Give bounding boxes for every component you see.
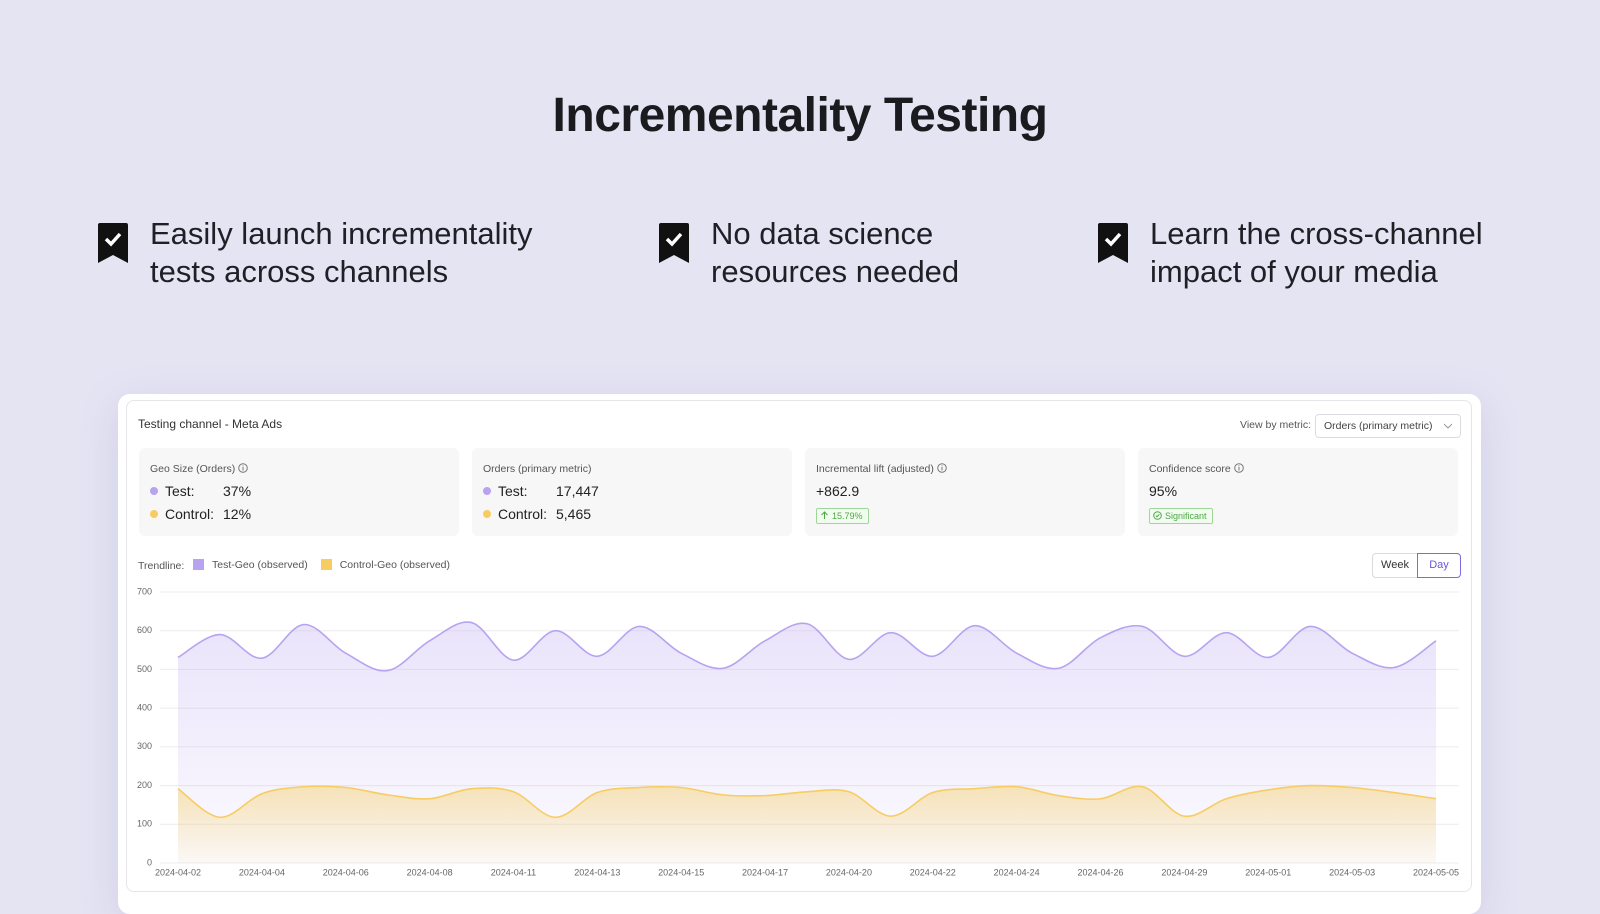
x-tick-label: 2024-04-02 (155, 867, 201, 877)
metric-row: Control: 12% (150, 506, 251, 522)
y-tick-label: 400 (137, 703, 152, 713)
check-icon (98, 223, 128, 263)
row-name: Test: (165, 483, 195, 499)
x-tick-label: 2024-05-01 (1245, 867, 1291, 877)
y-tick-label: 500 (137, 664, 152, 674)
x-tick-label: 2024-05-03 (1329, 867, 1375, 877)
metric-row: Test: 37% (150, 483, 251, 499)
row-name: Test: (498, 483, 528, 499)
feature-line: tests across channels (150, 254, 449, 289)
legend-label: Control-Geo (observed) (339, 559, 451, 571)
feature: No data science resources needed (711, 215, 959, 291)
x-tick-label: 2024-04-15 (658, 867, 704, 877)
x-tick-label: 2024-04-24 (994, 867, 1040, 877)
up-arrow (821, 511, 828, 519)
y-tick-label: 700 (137, 586, 152, 596)
metric-badge: Significant (1149, 508, 1213, 524)
metric-value: 95% (1149, 483, 1178, 499)
x-tick-label: 2024-04-29 (1161, 867, 1207, 877)
x-tick-label: 2024-04-06 (323, 867, 369, 877)
area-line (177, 621, 1437, 672)
metric-select-label: View by metric: (1240, 419, 1311, 431)
metric-select[interactable]: Orders (primary metric) (1315, 414, 1461, 438)
metric-label: Orders (primary metric) (483, 463, 592, 475)
badge-text: 15.79% (832, 511, 863, 521)
x-tick-label: 2024-04-11 (491, 867, 536, 877)
feature-line: No data science (711, 216, 934, 251)
metric-label-text: Confidence score (1149, 463, 1231, 475)
page-title: Incrementality Testing (552, 89, 1048, 142)
check-icon (1098, 223, 1128, 263)
info-icon (937, 463, 947, 473)
row-value: 5,465 (556, 506, 592, 522)
metric-card: Geo Size (Orders) Test: 37% Control: 12% (139, 448, 459, 536)
metric-card: Confidence score 95% Significant (1138, 448, 1458, 536)
metric-label: Geo Size (Orders) (150, 463, 248, 475)
x-tick-label: 2024-04-08 (407, 867, 453, 877)
toggle-button[interactable]: Day (1417, 553, 1461, 578)
metric-badge: 15.79% (816, 508, 869, 524)
x-tick-label: 2024-04-04 (239, 867, 285, 877)
panel-title: Testing channel - Meta Ads (138, 417, 283, 431)
badge-text: Significant (1165, 511, 1207, 521)
metric-label-text: Incremental lift (adjusted) (816, 463, 934, 475)
y-tick-label: 300 (137, 741, 152, 751)
feature-line: resources needed (711, 254, 960, 289)
x-tick-label: 2024-04-17 (742, 867, 788, 877)
metric-label: Incremental lift (adjusted) (816, 463, 947, 475)
x-tick-label: 2024-04-22 (910, 867, 956, 877)
trend-label: Trendline: (138, 560, 185, 572)
x-tick-label: 2024-04-13 (574, 867, 620, 877)
metric-row: Test: 17,447 (483, 483, 599, 499)
x-tick-label: 2024-05-05 (1413, 867, 1459, 877)
row-value: 37% (223, 483, 252, 499)
feature-line: impact of your media (1150, 254, 1438, 289)
feature-line: Easily launch incrementality (150, 216, 533, 251)
legend-item: Test-Geo (observed) (193, 559, 308, 571)
feature: Easily launch incrementality tests across… (150, 215, 533, 291)
chevron (1444, 423, 1452, 429)
legend-swatch (193, 559, 204, 570)
y-tick-label: 100 (137, 819, 152, 829)
x-tick-label: 2024-04-26 (1078, 867, 1124, 877)
feature: Learn the cross-channel impact of your me… (1150, 215, 1483, 291)
toggle-button[interactable]: Week (1372, 553, 1418, 578)
legend-item: Control-Geo (observed) (320, 559, 451, 571)
row-name: Control: (498, 506, 548, 522)
check-icon (659, 223, 689, 263)
area-fill (178, 785, 1436, 863)
row-name: Control: (165, 506, 215, 522)
info-icon (238, 463, 248, 473)
metric-value: +862.9 (816, 483, 860, 499)
metric-card: Orders (primary metric) Test: 17,447 Cont… (472, 448, 792, 536)
feature-line: Learn the cross-channel (1150, 216, 1483, 251)
legend-swatch (320, 559, 332, 570)
y-tick-label: 200 (137, 780, 152, 790)
panel-inner (126, 400, 1472, 892)
metric-card: Incremental lift (adjusted) +862.9 15.79… (805, 448, 1125, 536)
check-circle (1153, 511, 1162, 520)
y-tick-label: 600 (137, 625, 152, 635)
metric-label: Confidence score (1149, 463, 1244, 475)
legend: Test-Geo (observed) Control-Geo (observed… (193, 559, 463, 571)
metric-select-value: Orders (primary metric) (1324, 420, 1433, 432)
row-value: 17,447 (556, 483, 599, 499)
metric-label-text: Geo Size (Orders) (150, 463, 236, 475)
metric-row: Control: 5,465 (483, 506, 591, 522)
y-tick-label: 0 (147, 857, 152, 867)
info-icon (1233, 463, 1244, 473)
x-tick-label: 2024-04-20 (826, 867, 872, 877)
row-value: 12% (223, 506, 252, 522)
area-line (177, 784, 1437, 819)
legend-label: Test-Geo (observed) (212, 559, 308, 571)
